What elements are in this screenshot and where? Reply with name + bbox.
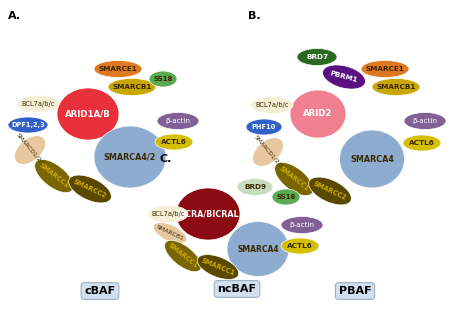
- Text: BRD9: BRD9: [244, 184, 266, 190]
- Text: SMARCC1: SMARCC1: [200, 257, 236, 277]
- Ellipse shape: [237, 179, 273, 196]
- Ellipse shape: [15, 136, 46, 164]
- Text: SMARCB1: SMARCB1: [112, 84, 152, 90]
- Ellipse shape: [372, 78, 420, 95]
- Ellipse shape: [323, 65, 365, 89]
- Ellipse shape: [94, 126, 166, 188]
- Ellipse shape: [149, 71, 177, 87]
- Ellipse shape: [176, 188, 240, 240]
- Ellipse shape: [155, 134, 193, 150]
- Text: ARID2: ARID2: [303, 109, 333, 118]
- Text: ARID1A/B: ARID1A/B: [65, 109, 111, 118]
- Text: ACTL6: ACTL6: [409, 140, 435, 146]
- Ellipse shape: [157, 112, 199, 129]
- Ellipse shape: [94, 61, 142, 78]
- Text: BCL7a/b/c: BCL7a/b/c: [21, 101, 55, 107]
- Ellipse shape: [148, 205, 188, 222]
- Ellipse shape: [297, 49, 337, 66]
- Text: SMARCD1/2/3: SMARCD1/2/3: [253, 134, 283, 169]
- Text: SMARCC2: SMARCC2: [312, 181, 347, 201]
- Ellipse shape: [108, 78, 156, 95]
- Text: ACTL6: ACTL6: [287, 243, 313, 249]
- Ellipse shape: [253, 138, 283, 166]
- Text: SMARCC1: SMARCC1: [167, 243, 199, 269]
- Text: β-actin: β-actin: [165, 118, 191, 124]
- Ellipse shape: [290, 90, 346, 138]
- Text: PBAF: PBAF: [339, 286, 371, 296]
- Text: β-actin: β-actin: [412, 118, 438, 124]
- Text: SMARCA4: SMARCA4: [350, 154, 394, 163]
- Ellipse shape: [35, 159, 73, 193]
- Text: SMARCC2: SMARCC2: [73, 179, 108, 199]
- Text: SMARCA4: SMARCA4: [237, 244, 279, 253]
- Text: ACTL6: ACTL6: [161, 139, 187, 145]
- Ellipse shape: [404, 112, 446, 129]
- Text: ncBAF: ncBAF: [218, 284, 256, 294]
- Ellipse shape: [339, 130, 404, 188]
- Text: A.: A.: [8, 11, 21, 21]
- Text: SMARCC1: SMARCC1: [278, 166, 310, 193]
- Text: SMARCE1: SMARCE1: [99, 66, 137, 72]
- Text: DPF1,2,3: DPF1,2,3: [11, 122, 45, 128]
- Ellipse shape: [309, 177, 351, 205]
- Ellipse shape: [57, 88, 119, 140]
- Ellipse shape: [164, 240, 201, 272]
- Ellipse shape: [17, 95, 59, 112]
- Text: cBAF: cBAF: [84, 286, 116, 296]
- Text: β-actin: β-actin: [290, 222, 315, 228]
- Ellipse shape: [8, 117, 48, 133]
- Text: PBRM1: PBRM1: [329, 70, 358, 83]
- Text: SMARCB1: SMARCB1: [376, 84, 416, 90]
- Ellipse shape: [361, 61, 409, 78]
- Text: C.: C.: [160, 154, 173, 164]
- Ellipse shape: [403, 135, 441, 151]
- Ellipse shape: [274, 163, 313, 196]
- Text: BICRA/BICRAL: BICRA/BICRAL: [177, 210, 239, 218]
- Text: SMARCC1: SMARCC1: [38, 163, 70, 189]
- Ellipse shape: [272, 189, 300, 205]
- Ellipse shape: [154, 222, 187, 243]
- Text: SS18: SS18: [153, 76, 173, 82]
- Text: BCL7a/b/c: BCL7a/b/c: [255, 102, 289, 108]
- Ellipse shape: [69, 175, 111, 203]
- Text: BCL7a/b/c: BCL7a/b/c: [151, 211, 185, 217]
- Text: SMARCA4/2: SMARCA4/2: [104, 153, 156, 162]
- Ellipse shape: [281, 217, 323, 234]
- Ellipse shape: [281, 238, 319, 254]
- Text: PHF10: PHF10: [252, 124, 276, 130]
- Ellipse shape: [197, 255, 239, 279]
- Ellipse shape: [227, 222, 289, 277]
- Ellipse shape: [251, 96, 293, 113]
- Text: SS18: SS18: [276, 194, 296, 200]
- Ellipse shape: [246, 119, 282, 135]
- Text: B.: B.: [248, 11, 261, 21]
- Text: SMARCE1: SMARCE1: [365, 66, 404, 72]
- Text: SMARCD1/2/3: SMARCD1/2/3: [15, 133, 45, 167]
- Text: BRD7: BRD7: [306, 54, 328, 60]
- Text: SMARCB1: SMARCB1: [155, 224, 185, 242]
